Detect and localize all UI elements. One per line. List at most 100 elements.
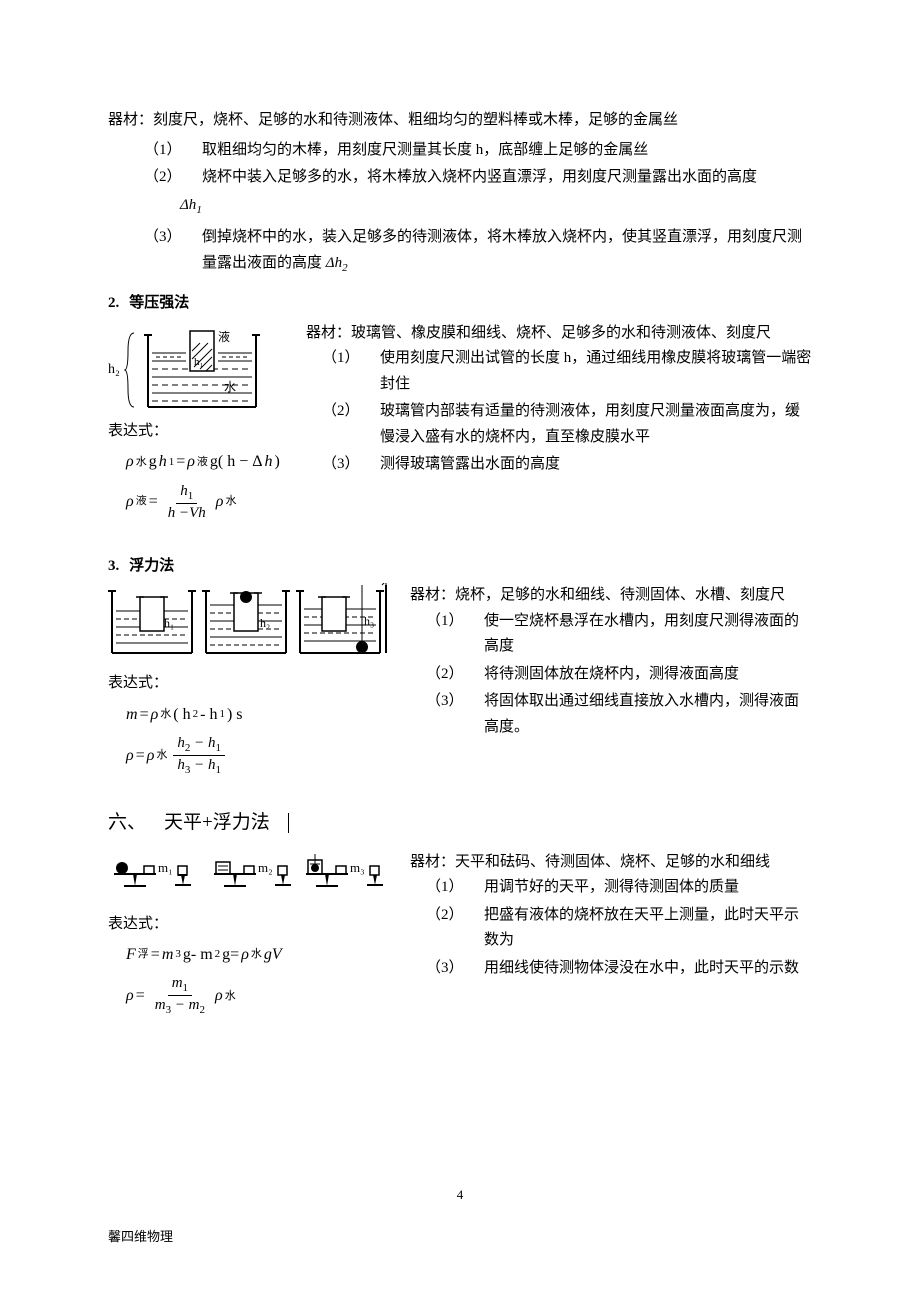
rho: ρ [126, 982, 134, 1009]
g: g- m [183, 941, 213, 968]
sec2-formula: ρ水gh1=ρ液g( h − Δh) ρ液 = h1 h −Vh ρ水 [108, 448, 288, 521]
svg-text:m₃: m₃ [350, 860, 365, 875]
d: m [155, 997, 166, 1013]
expr-label: 表达式： [108, 419, 288, 445]
m: m [126, 701, 138, 728]
n: − h [190, 735, 215, 751]
d: h [177, 757, 185, 773]
s: 3 [175, 945, 181, 964]
rho: ρ [126, 742, 134, 769]
sub: 浮 [138, 945, 149, 964]
sec6-right: 器材：天平和砝码、待测固体、烧杯、足够的水和细线 （1）用调节好的天平，测得待测… [410, 850, 812, 984]
formula-line-2: ρ = m1 m3 − m2 ρ水 [126, 974, 392, 1017]
expr-label: 表达式： [108, 671, 392, 697]
intro-step-3: （3） 倒掉烧杯中的水，装入足够多的待测液体，将木棒放入烧杯内，使其竖直漂浮，用… [144, 225, 812, 277]
sec-title: 天平+浮力法 [164, 807, 270, 839]
txt: 测得玻璃管露出水面的高度 [380, 452, 812, 478]
s: 1 [219, 705, 225, 724]
sub: 1 [188, 490, 194, 502]
sec2-steps: （1）使用刻度尺测出试管的长度 h，通过细线用橡皮膜将玻璃管一端密封住 （2）玻… [306, 346, 812, 478]
txt: 用调节好的天平，测得待测固体的质量 [484, 875, 812, 901]
sec3-head: 3. 浮力法 [108, 554, 812, 580]
sub: 水 [156, 746, 167, 765]
eq: = [151, 941, 160, 968]
txt: g( h − Δ [210, 448, 263, 475]
num: （2） [426, 662, 484, 688]
beaker-tube-diagram: 液 h₁ 水 [142, 327, 262, 413]
sec6-body: m₁ m₂ [108, 850, 812, 1024]
txt: 玻璃管内部装有适量的待测液体，用刻度尺测量液面高度为，缓慢浸入盛有水的烧杯内，直… [380, 399, 812, 450]
trough-1: h₁ [108, 591, 196, 653]
m: m [162, 941, 174, 968]
expr-label: 表达式： [108, 912, 392, 938]
num: （2） [322, 399, 380, 450]
sub: 水 [251, 945, 262, 964]
delta-h: Δh [326, 255, 342, 271]
formula-line-2: ρ = ρ水 h2 − h1 h3 − h1 [126, 734, 392, 777]
footer-brand: 馨四维物理 [108, 1226, 173, 1248]
txt: 倒掉烧杯中的水，装入足够多的待测液体，将木棒放入烧杯内，使其竖直漂浮，用刻度尺测… [202, 229, 802, 271]
rho: ρ [126, 488, 134, 515]
page-number: 4 [0, 1184, 920, 1206]
sec6-step-1: （1）用调节好的天平，测得待测固体的质量 [426, 875, 812, 901]
trough-3: h₃ [296, 583, 386, 653]
eq: = [140, 701, 149, 728]
sec6-step-3: （3）用细线使待测物体浸没在水中，此时天平的示数 [426, 956, 812, 982]
eq: = [149, 488, 158, 515]
txt: 使一空烧杯悬浮在水槽内，用刻度尺测得液面的高度 [484, 609, 812, 660]
rho: ρ [187, 448, 195, 475]
sec2-left: h₂ [108, 321, 288, 528]
formula-line-1: ρ水gh1=ρ液g( h − Δh) [126, 448, 288, 475]
sec6-steps: （1）用调节好的天平，测得待测固体的质量 （2）把盛有液体的烧杯放在天平上测量，… [410, 875, 812, 981]
sec6-step-2: （2）把盛有液体的烧杯放在天平上测量，此时天平示数为 [426, 903, 812, 954]
sub: 液 [197, 453, 208, 472]
sec2-materials: 器材：玻璃管、橡皮膜和细线、烧杯、足够多的水和待测液体、刻度尺 [306, 321, 812, 347]
svg-text:m₁: m₁ [158, 860, 173, 875]
d: − m [171, 997, 199, 1013]
num: （1） [322, 346, 380, 397]
step-num: （2） [144, 165, 202, 191]
sec3-right: 器材：烧杯，足够的水和细线、待测固体、水槽、刻度尺 （1）使一空烧杯悬浮在水槽内… [410, 583, 812, 742]
n: h [177, 735, 185, 751]
balance-3: m₃ [306, 854, 365, 886]
eq: = [136, 742, 145, 769]
sec3-left: h₁ h₂ [108, 583, 392, 783]
sub: 水 [160, 705, 171, 724]
num: （1） [426, 609, 484, 660]
num: （3） [426, 956, 484, 982]
sec6-formula: F浮 = m3g- m2g=ρ水gV ρ = m1 m3 − m2 ρ水 [108, 941, 392, 1018]
t: - h [200, 701, 217, 728]
brace-icon [124, 331, 138, 409]
sec-num: 3. [108, 554, 119, 580]
svg-text:液: 液 [218, 329, 230, 344]
step-num: （1） [144, 138, 202, 164]
step-num: （3） [144, 225, 202, 277]
num: h [180, 483, 188, 499]
sec-title: 浮力法 [129, 554, 174, 580]
rho: ρ [151, 701, 159, 728]
sec3-steps: （1）使一空烧杯悬浮在水槽内，用刻度尺测得液面的高度 （2）将待测固体放在烧杯内… [410, 609, 812, 741]
s: 1 [183, 982, 189, 994]
buoyancy-diagram: h₁ h₂ [108, 583, 392, 665]
delta-h: Δh [180, 197, 196, 213]
rho: ρ [241, 941, 249, 968]
sub: 水 [136, 453, 147, 472]
s: 2 [200, 1004, 206, 1016]
text-cursor [288, 813, 289, 833]
page: 器材：刻度尺，烧杯、足够的水和待测液体、粗细均匀的塑料棒或木棒，足够的金属丝 （… [0, 0, 920, 1302]
svg-text:h₂: h₂ [260, 616, 270, 630]
svg-text:h₁: h₁ [164, 616, 174, 630]
n: m [172, 975, 183, 991]
sec2-step-1: （1）使用刻度尺测出试管的长度 h，通过细线用橡皮膜将玻璃管一端密封住 [322, 346, 812, 397]
intro-materials: 器材：刻度尺，烧杯、足够的水和待测液体、粗细均匀的塑料棒或木棒，足够的金属丝 [108, 108, 812, 134]
step-text: 取粗细均匀的木棒，用刻度尺测量其长度 h，底部缠上足够的金属丝 [202, 138, 812, 164]
sub: 1 [169, 453, 175, 472]
intro-step-2: （2） 烧杯中装入足够多的水，将木棒放入烧杯内竖直漂浮，用刻度尺测量露出水面的高… [144, 165, 812, 191]
t: ( h [173, 701, 190, 728]
fraction: h1 h −Vh [164, 482, 210, 522]
svg-text:h₁: h₁ [194, 356, 204, 368]
eq: = [136, 982, 145, 1009]
num: （2） [426, 903, 484, 954]
sec-num: 2. [108, 291, 119, 317]
step-text: 倒掉烧杯中的水，装入足够多的待测液体，将木棒放入烧杯内，使其竖直漂浮，用刻度尺测… [202, 225, 812, 277]
